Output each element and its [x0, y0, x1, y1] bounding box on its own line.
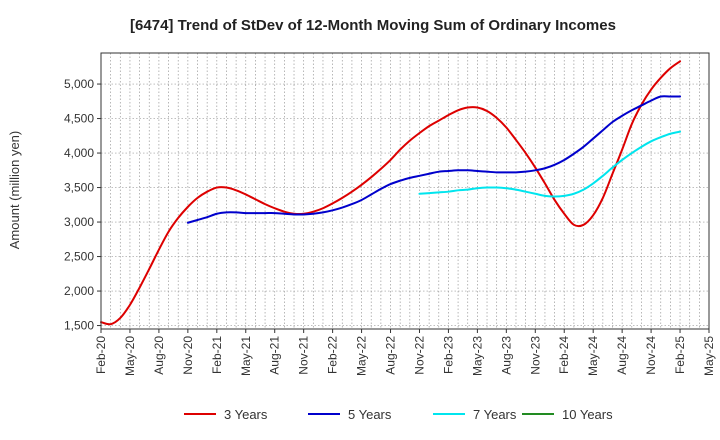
y-tick-label: 1,500 [64, 319, 94, 333]
x-tick-label: May-22 [355, 336, 369, 376]
plot-frame [100, 52, 710, 330]
x-tick-label: Feb-21 [210, 336, 224, 374]
x-tick-label: Feb-20 [94, 336, 108, 374]
x-tick-label: Nov-21 [297, 336, 311, 375]
x-tick-label: Aug-20 [152, 336, 166, 375]
x-tick-label: May-23 [470, 336, 484, 376]
series-line-7-years [418, 130, 682, 198]
y-tick-label: 3,500 [64, 181, 94, 195]
x-tick-label: May-25 [702, 336, 716, 376]
x-tick-label: Nov-20 [181, 336, 195, 375]
x-tick-label: May-20 [123, 336, 137, 376]
x-tick-label: Aug-23 [499, 336, 513, 375]
legend-label-5-years: 5 Years [348, 407, 392, 422]
y-tick-label: 2,000 [64, 284, 94, 298]
legend: 3 Years 5 Years 7 Years 10 Years [184, 407, 613, 422]
x-tick-label: Aug-22 [384, 336, 398, 375]
series-lines [100, 60, 682, 326]
y-tick-label: 4,500 [64, 112, 94, 126]
legend-label-3-years: 3 Years [224, 407, 268, 422]
x-tick-label: May-24 [586, 336, 600, 376]
y-tick-label: 3,000 [64, 215, 94, 229]
series-line-3-years [100, 60, 682, 326]
grid [101, 53, 709, 329]
x-tick-label: Nov-24 [644, 336, 658, 375]
x-tick-label: Feb-23 [441, 336, 455, 374]
x-tick-label: Nov-22 [412, 336, 426, 375]
x-tick-label: Feb-22 [326, 336, 340, 374]
y-tick-label: 5,000 [64, 77, 94, 91]
chart-title: [6474] Trend of StDev of 12-Month Moving… [130, 17, 616, 34]
y-tick-label: 2,500 [64, 250, 94, 264]
legend-label-7-years: 7 Years [473, 407, 517, 422]
legend-label-10-years: 10 Years [562, 407, 613, 422]
x-tick-label: Aug-21 [268, 336, 282, 375]
x-axis-ticks: Feb-20 May-20 Aug-20 Nov-20 Feb-21 May-21 Aug-… [94, 329, 716, 376]
y-tick-label: 4,000 [64, 146, 94, 160]
x-tick-label: Feb-24 [557, 336, 571, 374]
y-axis-ticks: 1,500 2,000 2,500 3,000 3,500 4,000 4,500 5,000 [64, 77, 101, 333]
x-tick-label: Nov-23 [528, 336, 542, 375]
series-line-5-years [186, 95, 682, 224]
x-tick-label: Aug-24 [615, 336, 629, 375]
x-tick-label: Feb-25 [673, 336, 687, 374]
x-tick-label: May-21 [239, 336, 253, 376]
y-axis-label: Amount (million yen) [7, 131, 22, 250]
